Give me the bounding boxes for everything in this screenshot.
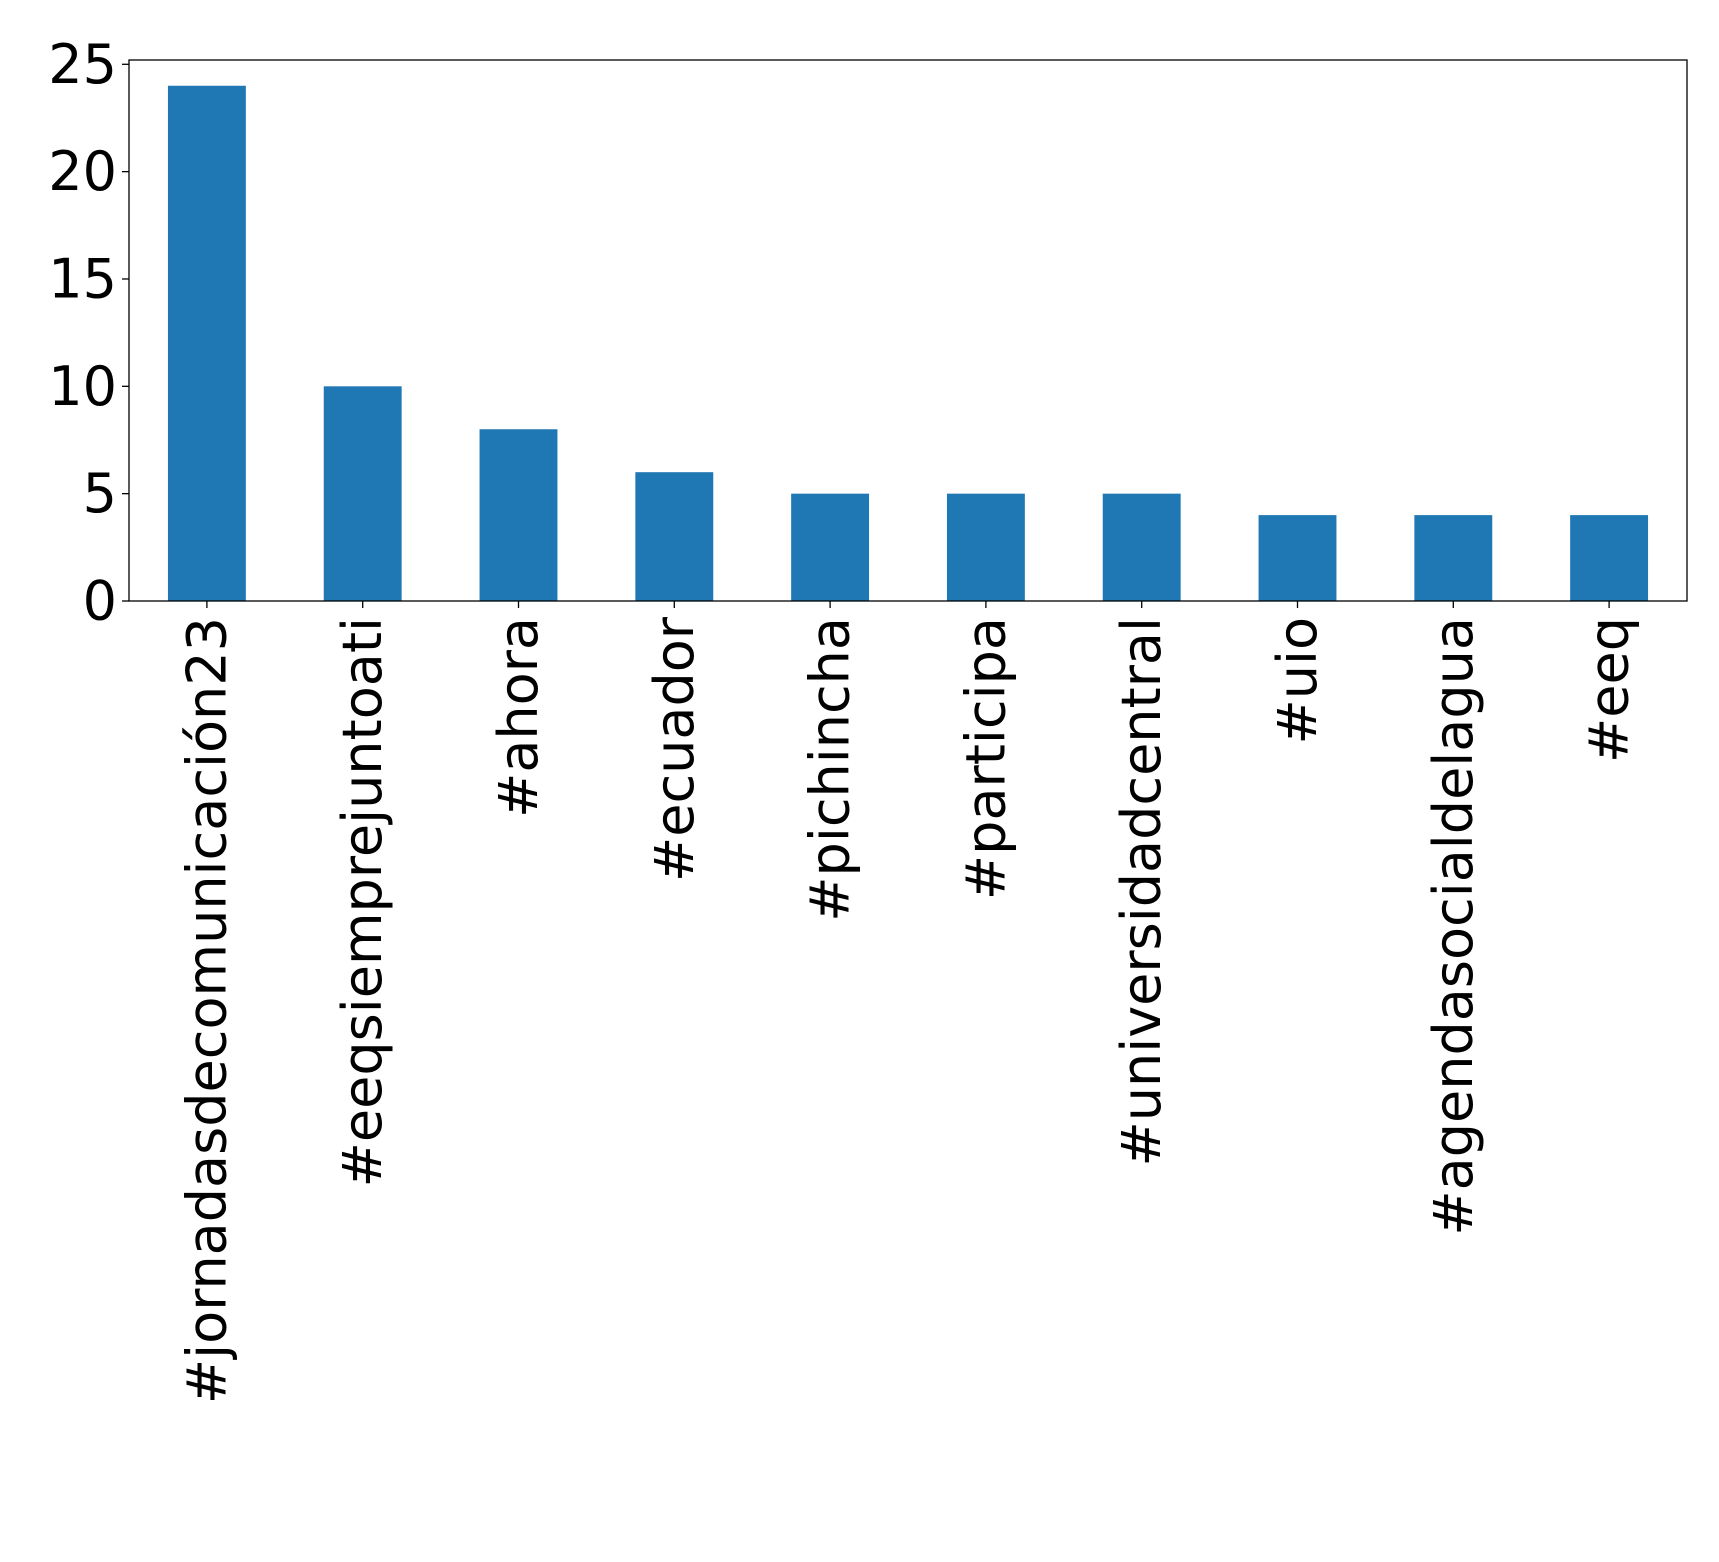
bar-4 xyxy=(791,493,870,601)
x-tick-label: #ecuador xyxy=(643,616,706,882)
y-tick-label: 0 xyxy=(83,570,117,633)
bar-8 xyxy=(1414,515,1493,601)
bar-0 xyxy=(167,85,246,601)
y-tick-label: 25 xyxy=(48,33,117,96)
bar-3 xyxy=(635,472,714,601)
x-tick-label: #universidadcentral xyxy=(1110,617,1173,1166)
bar-1 xyxy=(323,386,402,601)
x-tick-label: #pichincha xyxy=(799,617,862,922)
x-axis: #jornadasdecomunicación23 #eeqsiemprejunt… xyxy=(175,601,1641,1404)
bar-7 xyxy=(1258,515,1337,601)
x-tick-label: #eeqsiemprejuntoati xyxy=(331,617,394,1187)
bar-9 xyxy=(1570,515,1649,601)
x-tick-label: #participa xyxy=(954,617,1017,900)
y-tick-label: 5 xyxy=(83,462,117,525)
x-tick-label: #uio xyxy=(1266,617,1329,745)
y-tick-label: 20 xyxy=(48,140,117,203)
x-tick-label: #ahora xyxy=(487,617,550,818)
y-tick-label: 10 xyxy=(48,355,117,418)
bars-layer xyxy=(167,85,1649,601)
bar-5 xyxy=(946,493,1025,601)
y-axis: 0 5 10 15 20 25 xyxy=(48,33,129,633)
plot-area-frame xyxy=(128,59,1688,602)
bar-2 xyxy=(479,429,558,601)
x-tick-label: #agendasocialdelagua xyxy=(1422,617,1485,1236)
bar-6 xyxy=(1102,493,1181,601)
x-tick-label: #jornadasdecomunicación23 xyxy=(175,617,238,1404)
y-tick-label: 15 xyxy=(48,247,117,310)
x-tick-label: #eeq xyxy=(1578,617,1641,763)
